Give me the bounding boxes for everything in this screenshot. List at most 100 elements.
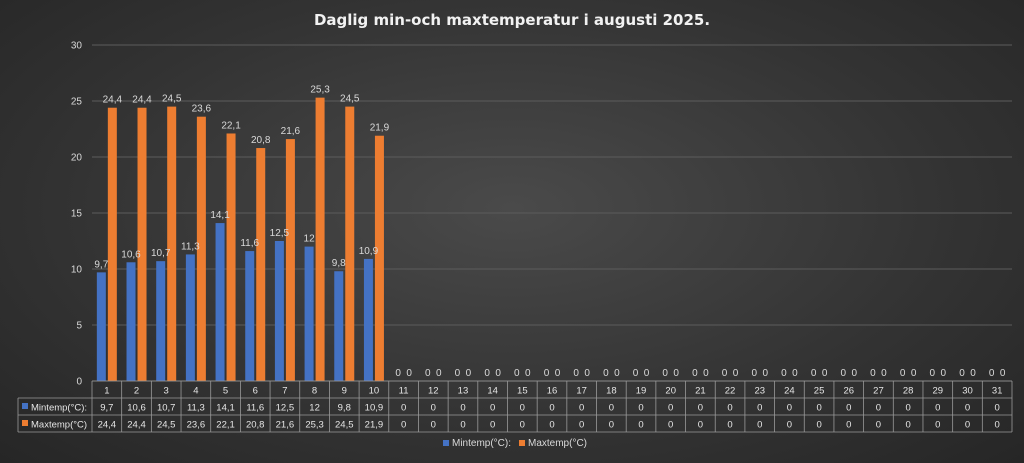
table-cell: 14,1 (216, 403, 235, 414)
legend-label: Maxtemp(°C) (528, 438, 587, 449)
table-cell: 24,4 (127, 420, 146, 431)
table-cell: 0 (698, 420, 703, 431)
data-label: 0 (911, 368, 917, 379)
y-tick-label: 30 (71, 41, 83, 52)
table-cell: 0 (549, 420, 554, 431)
table-cell: 11,3 (187, 403, 205, 414)
data-label: 0 (455, 368, 461, 379)
data-label: 21,9 (370, 123, 390, 134)
data-label: 0 (751, 368, 757, 379)
x-tick-label: 29 (933, 386, 944, 397)
table-cell: 10,7 (157, 403, 176, 414)
bar-min (304, 246, 314, 381)
data-label: 10,7 (151, 248, 171, 259)
x-tick-label: 5 (223, 386, 228, 397)
data-label: 0 (1000, 368, 1006, 379)
bar-max (256, 148, 266, 381)
legend-label: Mintemp(°C): (452, 438, 511, 449)
table-cell: 0 (787, 403, 792, 414)
x-tick-label: 16 (547, 386, 558, 397)
table-cell: 0 (935, 403, 940, 414)
table-cell: 10,9 (365, 403, 384, 414)
data-label: 0 (573, 368, 579, 379)
table-cell: 0 (401, 420, 406, 431)
table-cell: 0 (787, 420, 792, 431)
data-label: 0 (792, 368, 798, 379)
data-label: 0 (811, 368, 817, 379)
data-label: 0 (555, 368, 561, 379)
bar-max (196, 116, 206, 382)
bar-min (363, 258, 373, 381)
data-label: 0 (644, 368, 650, 379)
data-label: 0 (762, 368, 768, 379)
data-label: 12 (304, 234, 316, 245)
table-cell: 0 (727, 403, 732, 414)
data-label: 0 (514, 368, 520, 379)
table-cell: 0 (520, 403, 525, 414)
bar-min (215, 223, 225, 381)
bar-min (185, 254, 195, 381)
data-label: 23,6 (192, 104, 212, 115)
table-cell: 0 (668, 420, 673, 431)
data-label: 0 (406, 368, 412, 379)
x-tick-label: 20 (665, 386, 676, 397)
bar-max (167, 106, 177, 381)
data-label: 0 (930, 368, 936, 379)
bar-max (107, 107, 117, 381)
data-label: 0 (495, 368, 501, 379)
table-cell: 0 (460, 403, 465, 414)
table-cell: 9,8 (338, 403, 351, 414)
y-axis: 0 5 10 15 20 25 30 (71, 41, 83, 388)
table-cell: 0 (757, 420, 762, 431)
table-cell: 0 (698, 403, 703, 414)
data-label: 24,4 (132, 95, 152, 106)
bar-max (315, 97, 325, 381)
data-label: 0 (722, 368, 728, 379)
data-label: 0 (822, 368, 828, 379)
data-label: 0 (425, 368, 431, 379)
table-cell: 0 (638, 403, 643, 414)
data-label: 20,8 (251, 135, 271, 146)
bars (96, 97, 384, 382)
x-tick-label: 21 (695, 386, 706, 397)
x-tick-label: 18 (606, 386, 617, 397)
data-label: 11,6 (240, 238, 259, 249)
table-cell: 0 (431, 420, 436, 431)
x-tick-label: 13 (458, 386, 469, 397)
table-cell: 0 (579, 420, 584, 431)
x-tick-label: 1 (104, 386, 109, 397)
bar-max (285, 139, 295, 381)
data-label: 11,3 (181, 241, 200, 252)
x-tick-label: 25 (814, 386, 825, 397)
data-label: 0 (703, 368, 709, 379)
data-label: 14,1 (210, 210, 230, 221)
table-cell: 24,5 (335, 420, 354, 431)
table-cell: 0 (905, 403, 910, 414)
x-tick-label: 8 (312, 386, 317, 397)
table-cell: 0 (965, 420, 970, 431)
x-tick-label: 27 (873, 386, 884, 397)
x-tick-label: 3 (164, 386, 169, 397)
legend-key (443, 440, 449, 446)
x-tick-label: 4 (193, 386, 198, 397)
data-label: 10,6 (121, 249, 141, 260)
table-cell: 0 (757, 403, 762, 414)
y-tick-label: 0 (76, 377, 82, 388)
legend: Mintemp(°C): Maxtemp(°C) (443, 438, 587, 449)
y-tick-label: 25 (71, 97, 83, 108)
x-tick-label: 28 (903, 386, 914, 397)
table-cell: 0 (579, 403, 584, 414)
table-cell: 0 (668, 403, 673, 414)
table-cell: 24,4 (98, 420, 117, 431)
data-label: 0 (614, 368, 620, 379)
bar-min (96, 272, 106, 381)
table-legend-key (22, 420, 28, 426)
y-tick-label: 5 (76, 321, 82, 332)
table-cell: 0 (460, 420, 465, 431)
table-cell: 0 (816, 420, 821, 431)
table-cell: 0 (995, 403, 1000, 414)
bar-min (334, 271, 344, 381)
y-tick-label: 10 (71, 265, 83, 276)
table-cell: 21,9 (365, 420, 384, 431)
